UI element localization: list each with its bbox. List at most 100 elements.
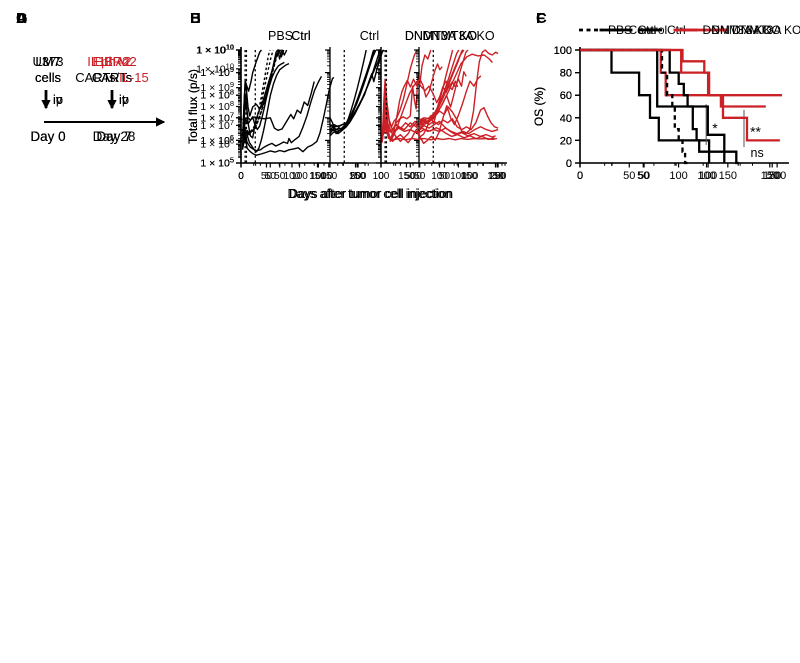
x-tick-label: 50	[350, 171, 362, 182]
significance-label: ns	[751, 146, 764, 160]
x-tick-label: 0	[378, 171, 384, 182]
y-tick-label: 1 × 108	[200, 88, 234, 102]
x-tick-label: 150	[719, 170, 737, 182]
cart-label: EphA2 CARTs	[62, 54, 162, 85]
route-label-cell: iv	[53, 92, 63, 107]
y-axis-title: OS (%)	[532, 87, 546, 126]
y-tick-label: 60	[560, 90, 572, 102]
flux-series-mouse-4	[381, 80, 459, 144]
x-tick-label: 50	[439, 171, 451, 182]
significance-label: *	[712, 120, 718, 136]
y-axis-title: OS (%)	[532, 87, 546, 126]
x-tick-label: 150	[309, 171, 326, 182]
panel-label-C: C	[536, 10, 547, 27]
cell-line-name: LM7	[35, 54, 61, 69]
subplot-title: DNMT3A KO	[405, 29, 478, 43]
x-tick-label: 150	[398, 171, 415, 182]
panel-label-H: H	[190, 10, 201, 27]
y-tick-label: 1 × 106	[200, 133, 234, 147]
x-tick-label: 200	[768, 170, 786, 182]
y-tick-label: 1 × 106	[200, 137, 234, 151]
cell-line-name: LM7	[35, 54, 61, 69]
survival-curve-PBS	[580, 48, 688, 165]
y-tick-label: 1 × 1010	[196, 43, 234, 57]
flux-series-mouse-2	[381, 71, 467, 141]
flux-series-mouse-1	[381, 49, 418, 141]
legend-label-DNMT3A KO: DNMT3A KO	[712, 23, 781, 37]
legend-label-DNMT3A KO: DNMT3A KO	[703, 23, 772, 37]
cell-line-name: U373	[32, 54, 64, 69]
survival-curve-DNMT3A KO	[580, 48, 780, 142]
flux-series-mouse-2	[241, 62, 290, 153]
y-axis-title: Total flux (p/s)	[186, 69, 200, 144]
panel-label-F: F	[536, 10, 546, 27]
cart-label: HER2 CARTs	[62, 54, 162, 85]
panel-label-B: B	[190, 10, 201, 27]
x-axis-title: Days after tumor cell injection	[289, 187, 453, 201]
y-tick-label: 20	[560, 135, 572, 147]
panel-I-survival-chart: OS (%) 0 20 40 60 80 100 0 50 100 150 Ctrl DNMT3A KO…	[532, 23, 789, 182]
flux-series-mouse-4	[241, 76, 335, 156]
x-axis-title: Days after tumor cell injection	[288, 187, 452, 201]
flux-series-mouse-4	[242, 81, 315, 139]
y-tick-label: 1 × 108	[200, 99, 234, 113]
y-tick-label: 40	[560, 113, 572, 125]
y-tick-label: 1 × 107	[200, 110, 234, 124]
y-tick-label: 1 × 107	[200, 110, 234, 124]
x-tick-label: 50	[623, 170, 635, 182]
cart-suffix-black: CARTs	[91, 69, 133, 85]
legend-label-DNMT3A KO: DNMT3A KO	[732, 23, 800, 37]
cart-target-name: IL13Rα2	[87, 54, 137, 69]
panel-label-D: D	[16, 10, 27, 27]
y-tick-label: 100	[554, 45, 572, 57]
subplot-title: DNMT3A KO	[422, 29, 495, 43]
legend-label-Ctrl: Ctrl	[638, 23, 657, 37]
y-tick-label: 40	[560, 113, 572, 125]
flux-series-mouse-1	[240, 49, 271, 140]
y-tick-label: 60	[560, 90, 572, 102]
day-label-cell: Day 0	[30, 129, 66, 144]
y-axis-title: Total flux (p/s)	[186, 69, 200, 144]
survival-curve-Ctrl	[580, 48, 726, 163]
y-tick-label: 1 × 1011	[197, 43, 234, 57]
y-tick-label: 60	[560, 90, 572, 102]
subplot-title: Ctrl	[360, 29, 379, 43]
panel-G: G U373 cells IL13Rα2 CARTs/IL-15 ic it D…	[0, 0, 185, 221]
day-label-cart: Day 28	[92, 129, 136, 144]
x-tick-label: 50	[638, 170, 650, 182]
cell-line-suffix: cells	[34, 69, 61, 85]
panel-label-E: E	[190, 10, 201, 27]
y-axis-title: Total flux (p/s)	[186, 69, 200, 144]
x-tick-label: 0	[238, 171, 244, 182]
tumor-cell-label: LM7 cells	[12, 54, 84, 85]
cart-suffix: CARTs	[62, 70, 162, 86]
x-tick-label: 100	[669, 170, 687, 182]
x-tick-label: 50	[414, 171, 426, 182]
x-tick-label: 50	[637, 170, 649, 182]
x-tick-label: 100	[697, 170, 715, 182]
x-tick-label: 50	[261, 171, 273, 182]
flux-series-mouse-1	[381, 63, 443, 143]
y-tick-label: 0	[566, 158, 572, 170]
cart-suffix-black: CARTs	[91, 69, 133, 85]
x-tick-label: 100	[291, 171, 308, 182]
x-tick-label: 0	[577, 170, 583, 182]
day-label-cart: Day 7	[96, 129, 132, 144]
y-tick-label: 80	[560, 68, 572, 80]
flux-series-mouse-2	[240, 49, 274, 134]
x-tick-label: 50	[265, 171, 277, 182]
y-tick-label: 1 × 109	[200, 65, 234, 79]
cart-suffix-black: CARTs/	[75, 69, 120, 85]
panel-label-I: I	[536, 10, 541, 27]
panel-A: A LM7 cells EphA2 CARTs ip ip Day 0	[0, 0, 185, 221]
x-tick-label: 200	[490, 171, 507, 182]
flux-series-mouse-5	[381, 127, 498, 141]
x-axis-title: Days after tumor cell injection	[289, 187, 453, 201]
y-tick-label: 1 × 1010	[196, 43, 234, 57]
x-tick-label: 0	[577, 170, 583, 182]
day-label-cell: Day 0	[30, 129, 66, 144]
tumor-cell-label: LM7 cells	[12, 54, 84, 85]
cart-suffix-red: IL-15	[119, 69, 149, 85]
